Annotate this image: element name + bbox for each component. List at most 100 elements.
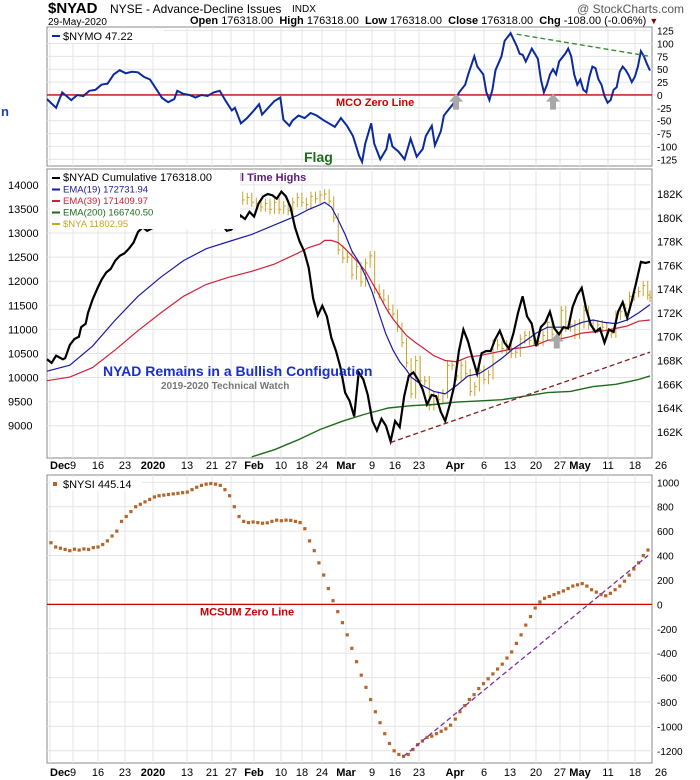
nymo-ytick-label: 75 [657, 52, 669, 63]
nysi-point [256, 520, 260, 525]
up-arrow-icon [546, 93, 561, 110]
flag-annotation: Flag [304, 149, 333, 165]
nysi-point [190, 488, 194, 492]
nysi-point [547, 594, 551, 599]
nysi-ytick-label: -1200 [657, 747, 683, 758]
nya-ytick-label: 12500 [8, 252, 39, 264]
nysi-point [359, 673, 363, 677]
close-value: 176318.00 [481, 15, 534, 27]
bottom-xaxis-tick-label: Dec [50, 767, 70, 779]
nya-ytick-label: 14000 [8, 180, 39, 192]
nysi-point [54, 545, 58, 549]
nysi-point [209, 481, 213, 486]
nysi-point [514, 641, 518, 646]
ema200-line [251, 375, 651, 458]
xaxis-tick-label: 11 [602, 460, 613, 472]
nysi-point [589, 588, 594, 592]
nysi-point [129, 510, 133, 514]
low-label: Low [364, 15, 387, 27]
nya-ytick-label: 13000 [8, 228, 39, 240]
nysi-point [439, 729, 443, 733]
xaxis-tick-label: 24 [316, 460, 328, 472]
nysi-point [575, 583, 580, 587]
nysi-point [77, 548, 81, 552]
low-value: 176318.00 [390, 15, 443, 27]
bottom-xaxis-tick-label: May [569, 767, 591, 779]
nyad-ytick-label: 182K [657, 189, 683, 201]
nyad-trend-line [390, 351, 651, 444]
ohlc-readout: Open 176318.00 High 176318.00 Low 176318… [190, 15, 658, 27]
nysi-ytick-label: 1000 [657, 478, 680, 489]
nysi-point [406, 752, 410, 757]
bottom-xaxis-tick-label: 27 [554, 767, 566, 779]
nyad-ytick-label: 162K [657, 427, 683, 439]
nysi-point [115, 529, 119, 533]
nysi-point [350, 646, 354, 650]
nysi-point [195, 485, 199, 489]
nysi-point [162, 493, 166, 497]
nysi-point [618, 584, 622, 588]
nysi-ytick-label: 600 [657, 527, 674, 538]
nysi-ytick-label: -400 [657, 649, 677, 660]
down-triangle-icon: ▼ [649, 16, 659, 26]
bottom-xaxis-tick-label: 2020 [141, 767, 165, 779]
close-label: Close [448, 15, 479, 27]
nya-ytick-label: 11500 [8, 300, 38, 312]
high-label: High [279, 15, 304, 27]
nymo-ytick-label: -100 [657, 142, 677, 153]
xaxis-tick-label: Apr [446, 460, 466, 472]
nysi-point [228, 494, 232, 498]
legend-entry: EMA(19) 172731.94 [63, 185, 148, 196]
bottom-xaxis-tick-label: Mar [336, 767, 356, 779]
nya-ytick-label: 9000 [8, 421, 32, 433]
nysi-point [58, 546, 63, 550]
xaxis-tick-label: Dec [50, 460, 70, 472]
nya-ytick-label: 10000 [8, 373, 39, 385]
bottom-xaxis-tick-label: 26 [655, 767, 667, 779]
nysi-point [260, 521, 265, 525]
nysi-point [495, 667, 500, 671]
xaxis-tick-label: 23 [413, 460, 425, 472]
nysi-ytick-label: -800 [657, 698, 677, 709]
nysi-ytick-label: 0 [657, 600, 663, 611]
symbol-title: $NYAD [48, 0, 98, 17]
nysi-point [218, 483, 222, 487]
index-tag: INDX [292, 4, 316, 15]
legend-entry: $NYAD Cumulative 176318.00 [63, 172, 212, 184]
nysi-point [373, 710, 377, 714]
nysi-legend-swatch [53, 482, 57, 486]
bottom-xaxis-tick-label: 18 [296, 767, 308, 779]
nysi-legend-label: $NYSI 445.14 [63, 479, 132, 491]
nysi-point [383, 732, 387, 736]
xaxis-tick-label: 27 [554, 460, 566, 472]
nymo-ytick-label: 100 [657, 39, 674, 50]
nysi-point [326, 586, 330, 591]
xaxis-tick-label: 20 [530, 460, 542, 472]
nysi-point [91, 546, 95, 550]
nyad-ytick-label: 166K [657, 379, 683, 391]
nysi-point [72, 547, 77, 551]
nysi-point [148, 497, 152, 502]
nysi-point [119, 519, 124, 523]
nyad-ytick-label: 176K [657, 260, 683, 272]
xaxis-tick-label: 2020 [141, 460, 165, 472]
nysi-point [467, 697, 471, 702]
nyad-ytick-label: 168K [657, 355, 683, 367]
nysi-point [448, 723, 453, 727]
nysi-point [425, 735, 429, 739]
nysi-point [138, 502, 142, 506]
nysi-point [604, 594, 608, 598]
nya-ytick-label: 9500 [8, 397, 32, 409]
nyad-cumulative-line [46, 189, 651, 446]
nysi-point [185, 490, 189, 494]
all-time-highs-annotation: All Time Highs [230, 172, 306, 184]
xaxis-tick-label: 6 [481, 460, 487, 472]
nyad-ytick-label: 170K [657, 332, 683, 344]
nysi-ytick-label: 800 [657, 503, 674, 514]
nysi-point [627, 573, 631, 577]
nysi-point [181, 491, 185, 495]
nysi-point [317, 561, 321, 565]
nysi-point [524, 623, 528, 627]
